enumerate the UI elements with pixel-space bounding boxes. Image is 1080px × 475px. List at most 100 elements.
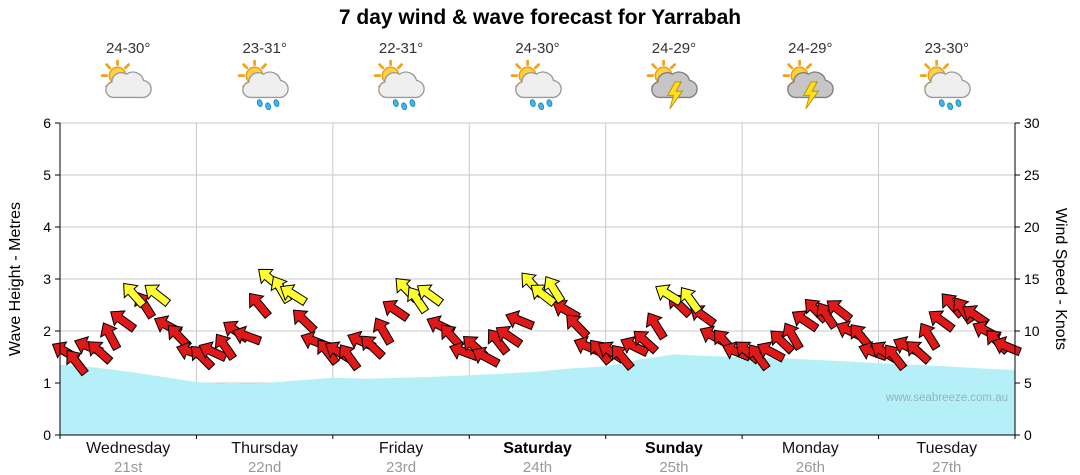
right-tick-label: 10 bbox=[1024, 323, 1040, 339]
left-tick-label: 2 bbox=[43, 323, 51, 339]
left-tick-label: 6 bbox=[43, 115, 51, 131]
day-date: 27th bbox=[932, 459, 962, 475]
wind-arrow bbox=[214, 333, 238, 362]
wind-arrow bbox=[826, 300, 854, 323]
wind-arrow bbox=[382, 299, 411, 323]
day-name: Friday bbox=[378, 440, 424, 457]
wind-arrow bbox=[992, 335, 1022, 357]
temperature-range: 24-29° bbox=[651, 40, 697, 57]
day-name: Thursday bbox=[231, 440, 298, 457]
wind-arrow bbox=[770, 330, 796, 355]
wind-arrow bbox=[339, 344, 362, 372]
cloud-icon bbox=[241, 71, 289, 99]
wind-arrow bbox=[99, 322, 122, 352]
wind-arrow bbox=[680, 287, 703, 315]
rain-drops-icon bbox=[529, 99, 552, 111]
day-name: Saturday bbox=[503, 440, 572, 457]
weather-icon-storms bbox=[642, 59, 706, 112]
left-tick-label: 4 bbox=[43, 219, 51, 235]
weather-icon-partly-cloudy bbox=[96, 59, 160, 112]
rain-drops-icon bbox=[938, 99, 962, 111]
wind-arrow bbox=[655, 284, 684, 307]
right-tick-label: 20 bbox=[1024, 219, 1040, 235]
wind-arrow bbox=[361, 335, 386, 360]
wind-arrow bbox=[495, 325, 524, 349]
temperature-range: 24-29° bbox=[788, 40, 833, 57]
wind-arrow bbox=[144, 284, 172, 308]
wind-arrow bbox=[279, 284, 308, 307]
temperature-range: 23-30° bbox=[924, 40, 969, 57]
weather-icon-showers bbox=[915, 59, 979, 112]
left-tick-label: 5 bbox=[43, 167, 51, 183]
temperature-range: 24-30° bbox=[515, 40, 560, 57]
right-tick-label: 5 bbox=[1024, 375, 1032, 391]
day-date: 26th bbox=[795, 459, 825, 475]
wind-arrow bbox=[190, 345, 216, 371]
wind-arrow bbox=[505, 309, 535, 331]
left-tick-label: 3 bbox=[43, 271, 51, 287]
weather-icon-showers bbox=[233, 59, 297, 112]
wind-arrow bbox=[791, 310, 820, 333]
day-name: Tuesday bbox=[916, 440, 978, 457]
cloud-icon bbox=[105, 71, 152, 99]
day-date: 21st bbox=[114, 459, 143, 475]
wind-arrow bbox=[918, 322, 941, 351]
watermark: www.seabreeze.com.au bbox=[885, 392, 1008, 404]
wind-arrow bbox=[962, 305, 990, 328]
day-name: Wednesday bbox=[86, 440, 171, 457]
wind-arrow bbox=[167, 324, 193, 350]
wind-arrow bbox=[249, 292, 272, 320]
wave-height-area bbox=[60, 354, 1015, 435]
wind-arrow bbox=[884, 344, 908, 372]
left-tick-label: 0 bbox=[43, 427, 51, 443]
wind-arrow bbox=[782, 322, 804, 352]
cloud-icon bbox=[924, 71, 971, 99]
day-date: 23rd bbox=[386, 459, 417, 475]
cloud-icon bbox=[514, 71, 562, 99]
wind-arrow bbox=[633, 330, 660, 355]
day-date: 24th bbox=[522, 459, 553, 475]
day-name: Monday bbox=[781, 440, 839, 457]
weather-icon-storms bbox=[778, 59, 842, 112]
day-name: Sunday bbox=[645, 440, 703, 457]
wind-arrow bbox=[756, 341, 786, 363]
wind-arrow bbox=[292, 309, 318, 334]
wind-arrow bbox=[87, 341, 114, 365]
wind-arrow bbox=[748, 344, 771, 372]
wind-arrow bbox=[816, 302, 839, 330]
day-date: 25th bbox=[659, 459, 689, 475]
weather-icon-showers bbox=[506, 59, 570, 112]
rain-drops-icon bbox=[392, 99, 416, 111]
temperature-range: 24-30° bbox=[106, 40, 151, 57]
wind-arrow bbox=[928, 310, 956, 333]
temperature-range: 22-31° bbox=[378, 40, 424, 57]
right-tick-label: 30 bbox=[1024, 115, 1040, 131]
wind-arrow bbox=[611, 344, 635, 372]
wind-arrow bbox=[66, 349, 89, 377]
wind-arrow bbox=[487, 328, 511, 356]
weather-icon-showers bbox=[369, 59, 433, 112]
left-tick-label: 1 bbox=[43, 375, 51, 391]
right-tick-label: 25 bbox=[1024, 167, 1040, 183]
wind-arrow bbox=[123, 282, 147, 309]
right-tick-label: 15 bbox=[1024, 271, 1040, 287]
wind-arrow bbox=[407, 286, 430, 315]
lightning-icon bbox=[666, 81, 684, 110]
wind-arrow bbox=[645, 312, 668, 341]
temperature-range: 23-31° bbox=[242, 40, 287, 57]
wind-arrow bbox=[906, 341, 932, 365]
rain-drops-icon bbox=[256, 99, 280, 111]
wind-arrow bbox=[543, 276, 566, 305]
cloud-icon bbox=[378, 71, 425, 99]
lightning-icon bbox=[803, 81, 820, 110]
wind-arrow bbox=[372, 317, 395, 346]
day-date: 22nd bbox=[247, 459, 282, 475]
wind-arrow bbox=[566, 314, 591, 340]
wind-arrow bbox=[110, 310, 138, 333]
wind-arrow bbox=[416, 284, 445, 307]
chart-title: 7 day wind & wave forecast for Yarrabah bbox=[338, 6, 742, 29]
right-tick-label: 0 bbox=[1024, 427, 1032, 443]
wind-arrow bbox=[232, 325, 263, 346]
